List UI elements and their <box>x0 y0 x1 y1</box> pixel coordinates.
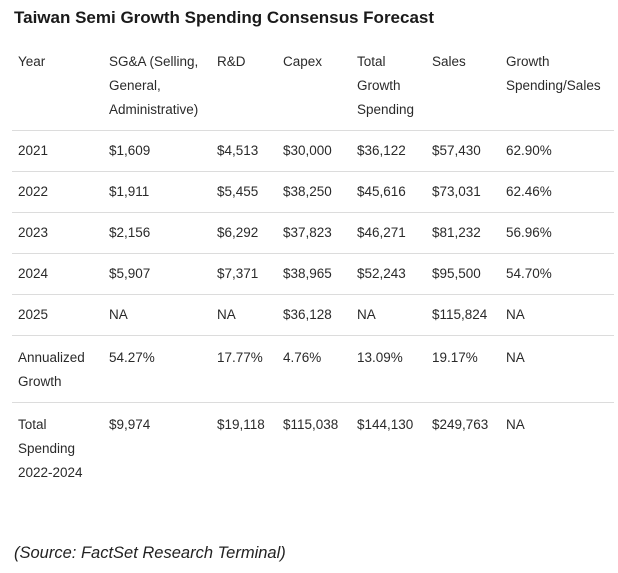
cell-year: 2024 <box>18 266 49 281</box>
page-title: Taiwan Semi Growth Spending Consensus Fo… <box>14 8 435 27</box>
cell-total: $45,616 <box>357 184 406 199</box>
column-header-growth-spending-sales: Growth Spending/Sales <box>506 54 601 93</box>
cell-row-label: Annualized Growth <box>18 350 85 389</box>
cell-ratio: 56.96% <box>506 225 552 240</box>
cell-total: $36,122 <box>357 143 406 158</box>
column-header-sga: SG&A (Selling, General, Administrative) <box>109 54 199 117</box>
cell-sales: $57,430 <box>432 143 481 158</box>
column-header-total-growth-spending: Total Growth Spending <box>357 54 415 117</box>
cell-rd: $4,513 <box>217 143 259 158</box>
cell-sales: $73,031 <box>432 184 481 199</box>
cell-ratio: NA <box>506 417 525 432</box>
cell-capex: $38,250 <box>283 184 332 199</box>
table-row: 2025 NA NA $36,128 NA $115,824 NA <box>12 294 614 336</box>
cell-sales: 19.17% <box>432 350 478 365</box>
table-row: 2021 $1,609 $4,513 $30,000 $36,122 $57,4… <box>12 130 614 172</box>
cell-year: 2025 <box>18 307 49 322</box>
cell-year: 2021 <box>18 143 49 158</box>
cell-sga: $5,907 <box>109 266 151 281</box>
cell-sga: $1,911 <box>109 184 150 199</box>
cell-sga: $9,974 <box>109 417 151 432</box>
column-header-year: Year <box>18 54 46 69</box>
cell-ratio: 54.70% <box>506 266 552 281</box>
cell-sales: $81,232 <box>432 225 481 240</box>
cell-capex: $30,000 <box>283 143 332 158</box>
cell-rd: $7,371 <box>217 266 259 281</box>
column-header-sales: Sales <box>432 54 466 69</box>
column-header-capex: Capex <box>283 54 323 69</box>
cell-capex: $37,823 <box>283 225 332 240</box>
cell-sga: NA <box>109 307 128 322</box>
cell-row-label: Total Spending 2022-2024 <box>18 417 83 480</box>
cell-sales: $249,763 <box>432 417 489 432</box>
cell-sales: $115,824 <box>432 307 488 322</box>
cell-rd: $19,118 <box>217 417 265 432</box>
annualized-growth-row: Annualized Growth 54.27% 17.77% 4.76% 13… <box>12 335 614 403</box>
cell-total: NA <box>357 307 376 322</box>
cell-total: $46,271 <box>357 225 406 240</box>
cell-capex: 4.76% <box>283 350 322 365</box>
cell-rd: NA <box>217 307 236 322</box>
cell-sga: $2,156 <box>109 225 151 240</box>
cell-total: $144,130 <box>357 417 414 432</box>
source-note: (Source: FactSet Research Terminal) <box>14 544 286 562</box>
cell-ratio: NA <box>506 350 525 365</box>
cell-rd: $5,455 <box>217 184 259 199</box>
cell-capex: $36,128 <box>283 307 332 322</box>
table-row: 2023 $2,156 $6,292 $37,823 $46,271 $81,2… <box>12 212 614 254</box>
cell-year: 2022 <box>18 184 49 199</box>
forecast-table: Year SG&A (Selling, General, Administrat… <box>12 46 614 493</box>
cell-sga: 54.27% <box>109 350 155 365</box>
cell-ratio: 62.46% <box>506 184 552 199</box>
cell-total: $52,243 <box>357 266 406 281</box>
cell-total: 13.09% <box>357 350 403 365</box>
header-row: Year SG&A (Selling, General, Administrat… <box>12 46 614 131</box>
cell-rd: $6,292 <box>217 225 259 240</box>
cell-ratio: 62.90% <box>506 143 552 158</box>
cell-ratio: NA <box>506 307 525 322</box>
table-row: 2022 $1,911 $5,455 $38,250 $45,616 $73,0… <box>12 171 614 213</box>
cell-year: 2023 <box>18 225 49 240</box>
column-header-rd: R&D <box>217 54 246 69</box>
cell-capex: $38,965 <box>283 266 332 281</box>
table-row: 2024 $5,907 $7,371 $38,965 $52,243 $95,5… <box>12 253 614 295</box>
total-spending-row: Total Spending 2022-2024 $9,974 $19,118 … <box>12 402 614 494</box>
cell-sga: $1,609 <box>109 143 151 158</box>
cell-rd: 17.77% <box>217 350 263 365</box>
cell-capex: $115,038 <box>283 417 339 432</box>
cell-sales: $95,500 <box>432 266 481 281</box>
